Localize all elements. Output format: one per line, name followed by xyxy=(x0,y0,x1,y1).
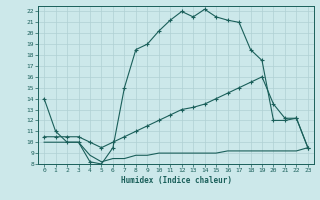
X-axis label: Humidex (Indice chaleur): Humidex (Indice chaleur) xyxy=(121,176,231,185)
